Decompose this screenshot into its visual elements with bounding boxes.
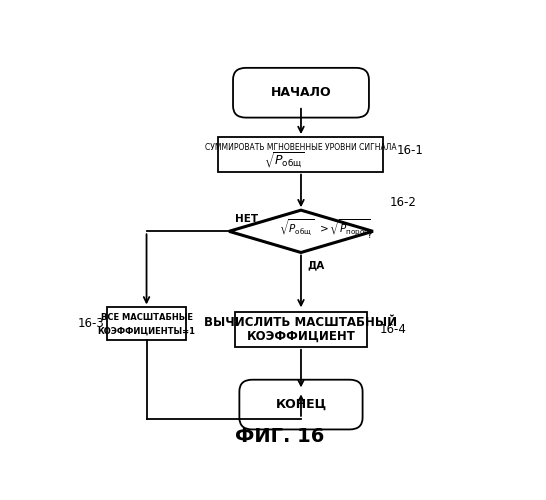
Text: СУММИРОВАТЬ МГНОВЕННЫЕ УРОВНИ СИГНАЛА: СУММИРОВАТЬ МГНОВЕННЫЕ УРОВНИ СИГНАЛА — [205, 143, 397, 152]
Bar — [108, 308, 186, 340]
FancyBboxPatch shape — [233, 68, 369, 117]
Text: $> \sqrt{P_{\rm пороr}}$: $> \sqrt{P_{\rm пороr}}$ — [317, 218, 370, 238]
Text: КОЭФФИЦИЕНТЫ=1: КОЭФФИЦИЕНТЫ=1 — [98, 326, 195, 335]
Text: 16-1: 16-1 — [396, 144, 423, 157]
Text: НЕТ: НЕТ — [235, 214, 258, 224]
Bar — [235, 312, 366, 347]
FancyBboxPatch shape — [239, 380, 363, 430]
Text: $\sqrt{P_{\rm общ}}$: $\sqrt{P_{\rm общ}}$ — [264, 150, 305, 170]
Text: ФИГ. 16: ФИГ. 16 — [235, 427, 324, 446]
Polygon shape — [229, 210, 373, 252]
Text: НАЧАЛО: НАЧАЛО — [271, 86, 331, 99]
Text: $\sqrt{P_{\rm общ}}$: $\sqrt{P_{\rm общ}}$ — [279, 218, 314, 238]
Text: ДА: ДА — [307, 260, 324, 270]
Text: КОНЕЦ: КОНЕЦ — [275, 398, 327, 411]
Bar — [218, 137, 383, 172]
Text: 16-4: 16-4 — [379, 323, 406, 336]
Text: КОЭФФИЦИЕНТ: КОЭФФИЦИЕНТ — [247, 330, 355, 343]
Text: 16-2: 16-2 — [390, 196, 417, 209]
Text: ?: ? — [366, 230, 372, 240]
Text: ВЫЧИСЛИТЬ МАСШТАБНЫЙ: ВЫЧИСЛИТЬ МАСШТАБНЫЙ — [204, 316, 397, 329]
Text: ВСЕ МАСШТАБНЫЕ: ВСЕ МАСШТАБНЫЕ — [100, 314, 193, 322]
Text: 16-3: 16-3 — [78, 317, 104, 330]
